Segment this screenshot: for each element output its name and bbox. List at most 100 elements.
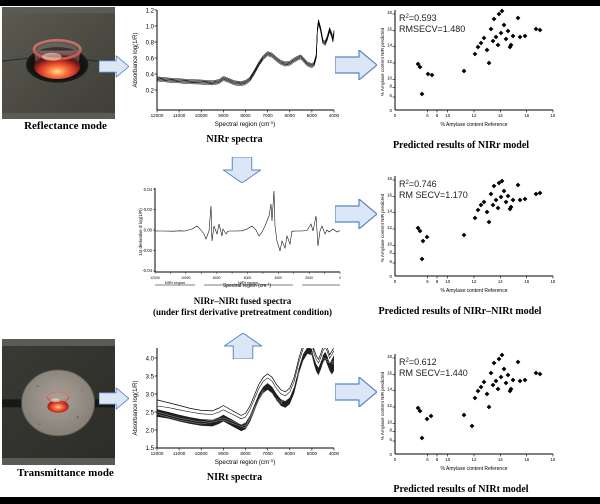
- svg-text:1.2: 1.2: [146, 9, 155, 15]
- svg-text:10: 10: [445, 279, 450, 284]
- svg-text:18: 18: [387, 354, 392, 359]
- svg-text:4.0: 4.0: [146, 357, 155, 363]
- svg-text:18: 18: [387, 10, 392, 15]
- svg-text:12: 12: [472, 279, 477, 284]
- svg-text:14: 14: [498, 113, 503, 118]
- svg-text:16: 16: [524, 279, 529, 284]
- svg-text:9000: 9000: [218, 113, 229, 118]
- svg-text:RM SECV=1.440: RM SECV=1.440: [399, 368, 468, 378]
- svg-text:% Amylase content Reference: % Amylase content Reference: [441, 122, 508, 128]
- svg-text:Absorbance log(1/R): Absorbance log(1/R): [133, 380, 139, 435]
- svg-text:R2=0.612: R2=0.612: [399, 357, 437, 367]
- svg-text:7000: 7000: [262, 451, 273, 456]
- svg-text:4000: 4000: [275, 276, 283, 280]
- svg-text:9000: 9000: [218, 451, 229, 456]
- svg-text:1.0: 1.0: [146, 25, 155, 31]
- svg-text:10: 10: [445, 113, 450, 118]
- svg-text:0.6: 0.6: [146, 57, 155, 63]
- svg-text:6: 6: [426, 113, 429, 118]
- svg-text:16: 16: [387, 26, 392, 31]
- svg-text:3.0: 3.0: [146, 393, 155, 399]
- svg-text:-0.04: -0.04: [142, 268, 152, 273]
- svg-text:6000: 6000: [285, 451, 296, 456]
- svg-text:4000: 4000: [329, 113, 340, 118]
- svg-text:10000: 10000: [195, 451, 208, 456]
- svg-text:2000: 2000: [305, 276, 313, 280]
- svg-text:RM SECV=1.170: RM SECV=1.170: [399, 190, 468, 200]
- svg-text:8: 8: [436, 113, 439, 118]
- svg-text:% Amylase content NIR predicte: % Amylase content NIR predicted: [380, 371, 385, 440]
- svg-text:NIRt region: NIRt region: [238, 280, 258, 285]
- svg-text:12000: 12000: [151, 113, 164, 118]
- svg-text:6: 6: [390, 437, 393, 442]
- svg-text:5000: 5000: [307, 113, 318, 118]
- svg-text:1st derivative d log(1/R): 1st derivative d log(1/R): [138, 208, 143, 256]
- svg-text:% Amylase content NIR predicte: % Amylase content NIR predicted: [380, 27, 385, 96]
- svg-text:2.5: 2.5: [146, 411, 155, 417]
- svg-text:16: 16: [387, 192, 392, 197]
- svg-text:0: 0: [339, 276, 341, 280]
- svg-text:12: 12: [387, 225, 392, 230]
- svg-text:11000: 11000: [173, 113, 186, 118]
- svg-text:10000: 10000: [195, 113, 208, 118]
- svg-text:14: 14: [387, 209, 392, 214]
- svg-text:16: 16: [387, 370, 392, 375]
- svg-text:0: 0: [390, 452, 393, 457]
- svg-text:Absorbance log(1/R): Absorbance log(1/R): [133, 32, 139, 87]
- svg-text:% Amylase content Reference: % Amylase content Reference: [441, 466, 508, 472]
- svg-text:0.04: 0.04: [144, 187, 153, 192]
- svg-text:10: 10: [387, 419, 392, 424]
- svg-text:6: 6: [426, 457, 429, 462]
- svg-text:18: 18: [551, 279, 555, 284]
- svg-text:6: 6: [390, 93, 393, 98]
- svg-text:12: 12: [472, 113, 477, 118]
- svg-text:14: 14: [498, 457, 503, 462]
- svg-text:0: 0: [390, 108, 393, 113]
- svg-text:8000: 8000: [240, 113, 251, 118]
- svg-text:8: 8: [390, 428, 393, 433]
- svg-text:12000: 12000: [151, 451, 164, 456]
- svg-text:16: 16: [524, 113, 529, 118]
- svg-text:2.0: 2.0: [146, 429, 155, 435]
- svg-text:18: 18: [551, 457, 555, 462]
- svg-text:12: 12: [387, 59, 392, 64]
- svg-text:18: 18: [551, 113, 555, 118]
- svg-text:RMSECV=1.480: RMSECV=1.480: [399, 24, 465, 34]
- svg-text:16: 16: [524, 457, 529, 462]
- svg-text:4000: 4000: [329, 451, 340, 456]
- svg-text:-0.02: -0.02: [142, 248, 152, 253]
- svg-text:0.02: 0.02: [144, 207, 153, 212]
- svg-text:Spectral region (cm-1): Spectral region (cm-1): [215, 120, 276, 129]
- svg-text:0.00: 0.00: [144, 228, 153, 233]
- svg-text:12: 12: [472, 457, 477, 462]
- svg-text:% Amylase content NIR predicte: % Amylase content NIR predicted: [380, 193, 385, 262]
- svg-text:0: 0: [394, 457, 397, 462]
- svg-text:14: 14: [387, 43, 392, 48]
- svg-text:R2=0.593: R2=0.593: [399, 13, 437, 23]
- svg-text:14: 14: [387, 387, 392, 392]
- svg-text:R2=0.746: R2=0.746: [399, 179, 437, 189]
- svg-text:0: 0: [394, 279, 397, 284]
- svg-text:8: 8: [436, 279, 439, 284]
- svg-text:10: 10: [387, 241, 392, 246]
- svg-text:10: 10: [387, 75, 392, 80]
- svg-text:NIRr region: NIRr region: [165, 280, 185, 285]
- svg-text:8: 8: [390, 250, 393, 255]
- svg-text:3.5: 3.5: [146, 375, 155, 381]
- svg-text:0: 0: [390, 274, 393, 279]
- svg-text:0.2: 0.2: [146, 89, 155, 95]
- svg-text:0: 0: [394, 113, 397, 118]
- svg-text:12000: 12000: [150, 276, 160, 280]
- svg-text:6: 6: [426, 279, 429, 284]
- svg-text:0.8: 0.8: [146, 41, 155, 47]
- svg-text:% Amylase content Reference: % Amylase content Reference: [441, 288, 508, 294]
- svg-text:Spectral region (cm-1): Spectral region (cm-1): [215, 458, 276, 467]
- svg-text:18: 18: [387, 176, 392, 181]
- svg-text:14: 14: [498, 279, 503, 284]
- svg-text:8: 8: [390, 84, 393, 89]
- svg-text:0.4: 0.4: [146, 73, 155, 79]
- svg-text:8000: 8000: [240, 451, 251, 456]
- svg-text:12: 12: [387, 403, 392, 408]
- svg-text:6000: 6000: [285, 113, 296, 118]
- svg-text:11000: 11000: [173, 451, 186, 456]
